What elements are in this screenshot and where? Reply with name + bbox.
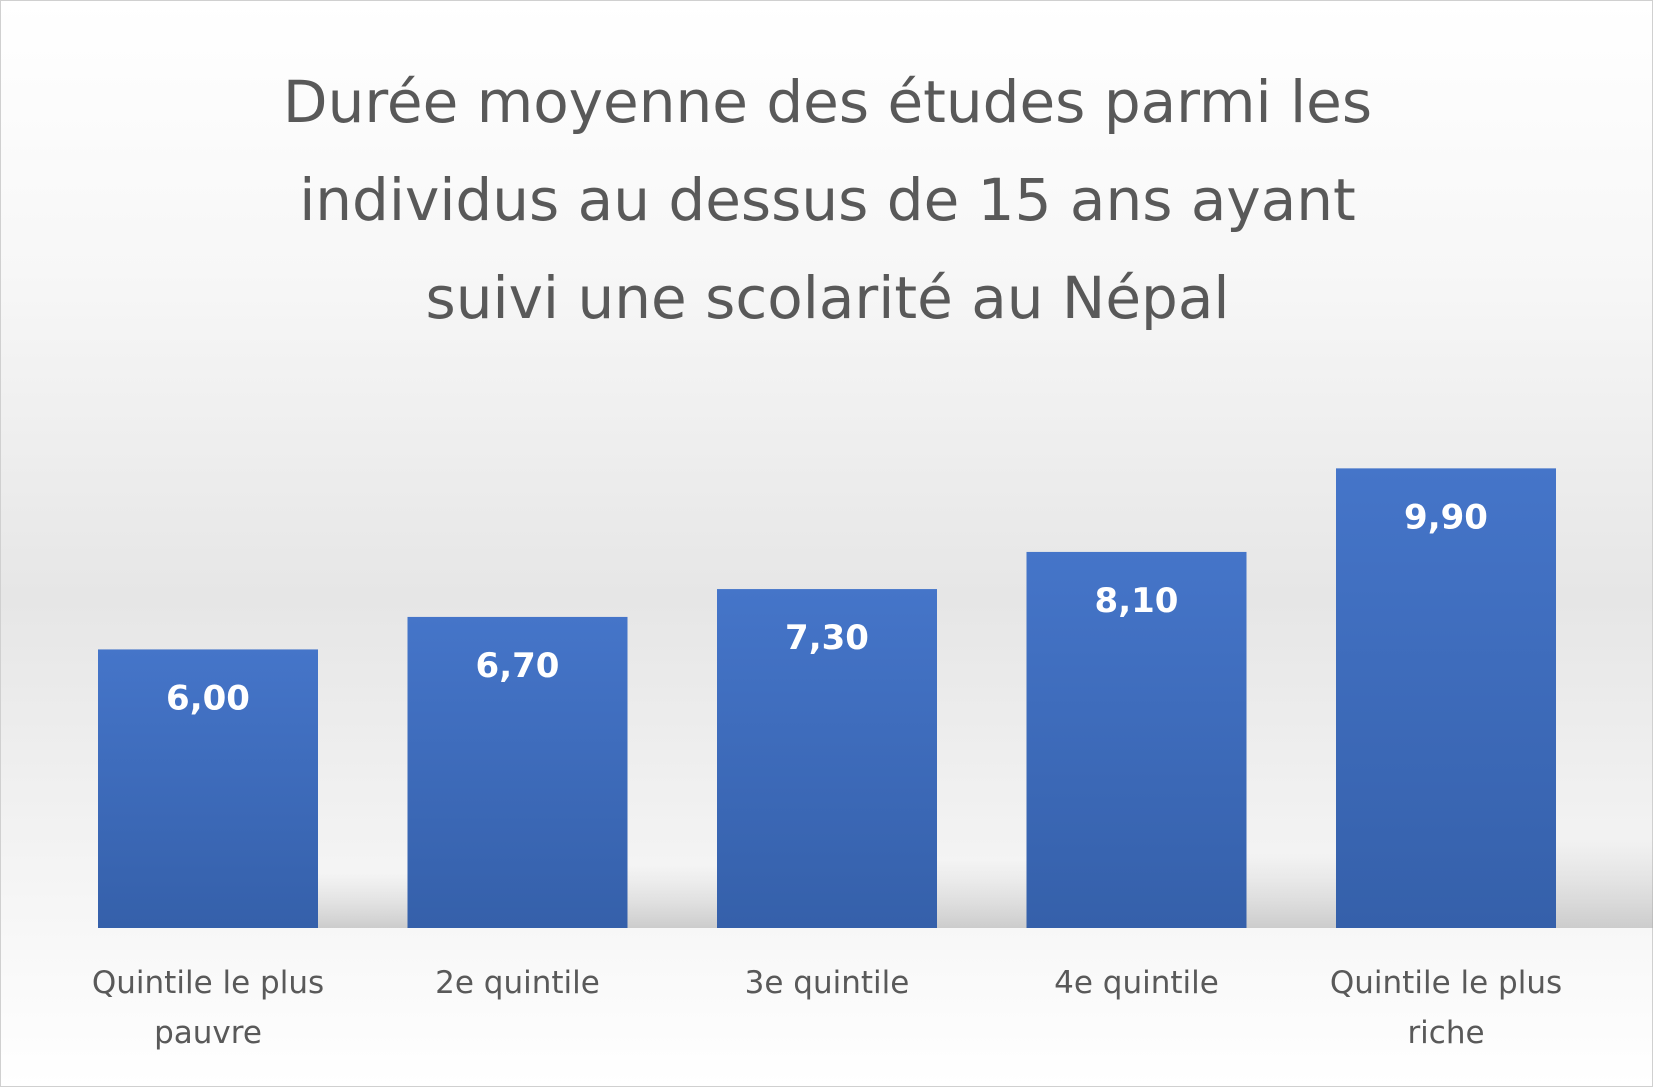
bar — [407, 616, 628, 928]
bar — [98, 649, 318, 928]
data-label: 9,90 — [1404, 497, 1488, 537]
bar-shadow — [627, 865, 728, 928]
data-label: 6,00 — [166, 678, 250, 718]
category-label: 3e quintile — [745, 965, 910, 1001]
data-label: 8,10 — [1095, 581, 1179, 621]
data-label: 7,30 — [785, 618, 869, 658]
bar — [717, 589, 937, 928]
bar — [1026, 551, 1247, 928]
data-label: 6,70 — [476, 646, 560, 686]
bar-shadow — [1556, 836, 1653, 928]
bar — [1336, 468, 1556, 928]
category-label: 2e quintile — [435, 965, 600, 1001]
bar-shadow — [1246, 852, 1347, 928]
chart-title: Durée moyenne des études parmi les indiv… — [282, 68, 1373, 332]
category-label: 4e quintile — [1054, 965, 1219, 1001]
bar-shadow — [937, 860, 1037, 928]
category-label: Quintile le plus pauvre — [92, 965, 324, 1051]
bar-shadow — [318, 872, 418, 928]
category-label: Quintile le plus riche — [1330, 965, 1562, 1051]
